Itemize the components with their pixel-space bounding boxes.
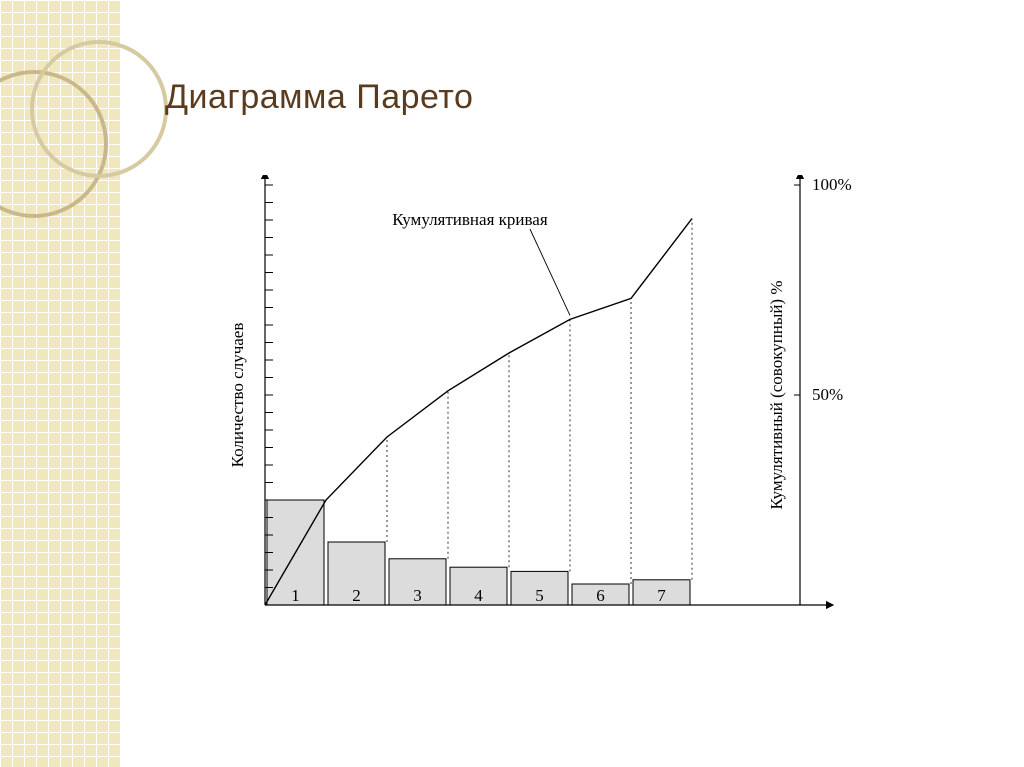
decorative-circles (0, 40, 180, 260)
slide: Диаграмма Парето 1 2 3 4 5 6 7 100% 50% Количеств… (0, 0, 1024, 767)
slide-title: Диаграмма Парето (165, 78, 473, 117)
x-label-6: 6 (596, 586, 605, 605)
pareto-chart: 1 2 3 4 5 6 7 100% 50% Количество случаев Кумуляти… (200, 175, 900, 645)
x-label-4: 4 (474, 586, 483, 605)
curve-label-leader (530, 229, 570, 315)
x-label-1: 1 (291, 586, 300, 605)
x-label-3: 3 (413, 586, 422, 605)
pareto-svg: 1 2 3 4 5 6 7 100% 50% Количество случаев Кумуляти… (200, 175, 900, 645)
y-right-label-100: 100% (812, 175, 852, 194)
decorative-circle-inner (30, 40, 168, 178)
y-right-label-50: 50% (812, 385, 843, 404)
curve-label: Кумулятивная кривая (392, 210, 548, 229)
x-label-5: 5 (535, 586, 544, 605)
x-label-7: 7 (657, 586, 666, 605)
x-label-2: 2 (352, 586, 361, 605)
ylabel-right: Кумулятивный (совокупный) % (767, 281, 786, 510)
ylabel-left: Количество случаев (228, 323, 247, 468)
